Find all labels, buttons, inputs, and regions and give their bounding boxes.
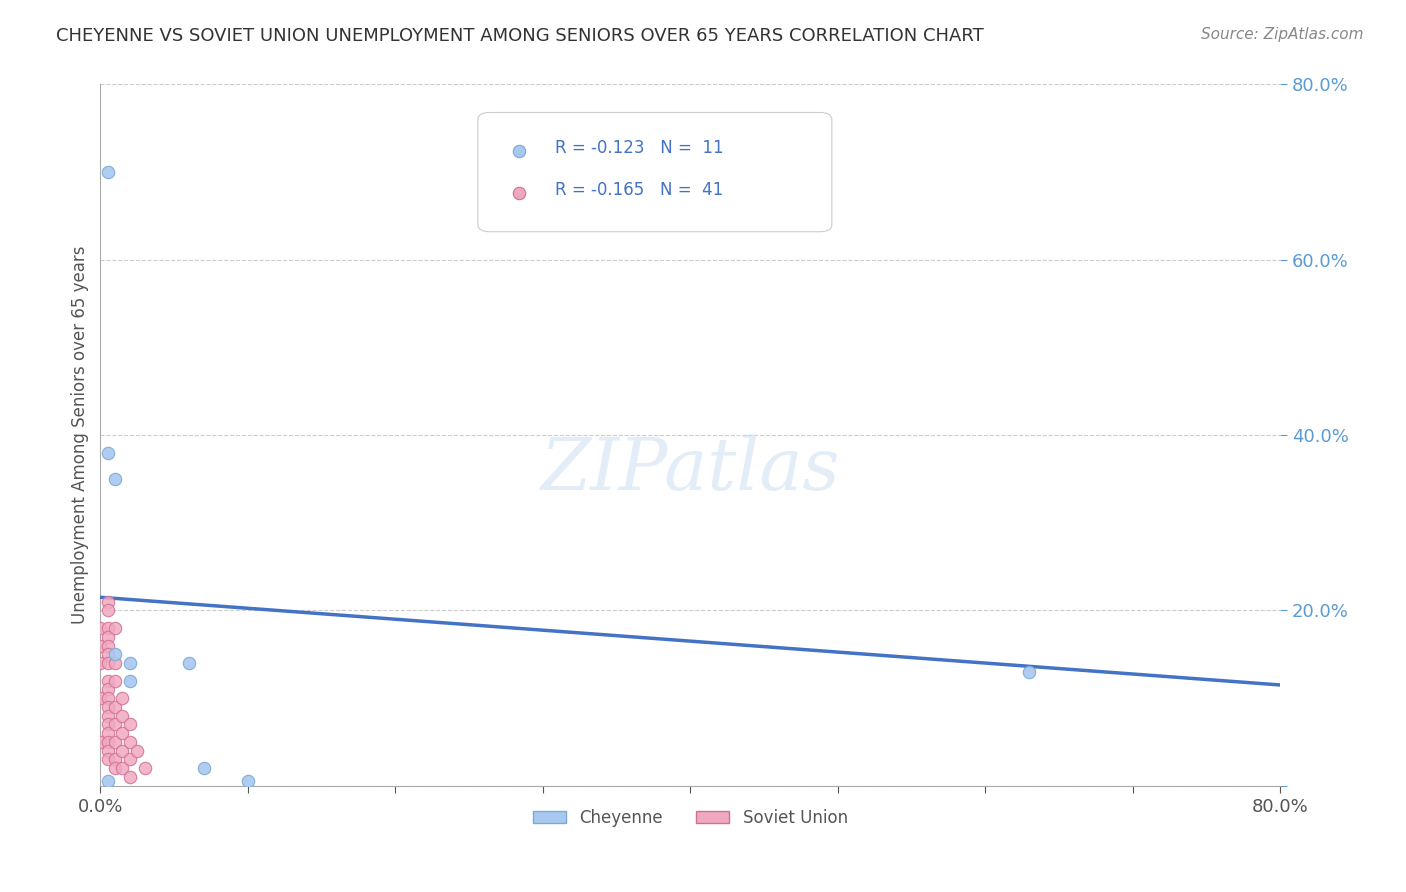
- Point: [97, 774, 120, 789]
- Point: [104, 717, 127, 731]
- Point: [111, 726, 134, 740]
- Point: [111, 744, 134, 758]
- Text: R = -0.123   N =  11: R = -0.123 N = 11: [554, 138, 723, 157]
- Point: [118, 770, 141, 784]
- Point: [97, 165, 120, 179]
- Point: [104, 656, 127, 670]
- Point: [97, 639, 120, 653]
- Point: [97, 673, 120, 688]
- Point: [111, 761, 134, 775]
- Point: [97, 595, 120, 609]
- Text: ZIPatlas: ZIPatlas: [540, 435, 839, 506]
- Point: [177, 656, 200, 670]
- Point: [97, 726, 120, 740]
- Point: [97, 752, 120, 766]
- Point: [104, 621, 127, 635]
- Point: [104, 761, 127, 775]
- Point: [134, 761, 156, 775]
- Point: [104, 648, 127, 662]
- Point: [104, 735, 127, 749]
- Point: [97, 717, 120, 731]
- Point: [118, 717, 141, 731]
- Point: [97, 699, 120, 714]
- Point: [1018, 665, 1040, 679]
- Point: [89, 735, 111, 749]
- Point: [97, 708, 120, 723]
- FancyBboxPatch shape: [478, 112, 832, 232]
- Point: [118, 752, 141, 766]
- Point: [97, 621, 120, 635]
- Point: [111, 691, 134, 706]
- Point: [613, 37, 636, 52]
- Point: [104, 699, 127, 714]
- Point: [89, 691, 111, 706]
- Point: [118, 656, 141, 670]
- Point: [97, 744, 120, 758]
- Point: [236, 774, 259, 789]
- Point: [97, 735, 120, 749]
- Point: [104, 673, 127, 688]
- Text: CHEYENNE VS SOVIET UNION UNEMPLOYMENT AMONG SENIORS OVER 65 YEARS CORRELATION CH: CHEYENNE VS SOVIET UNION UNEMPLOYMENT AM…: [56, 27, 984, 45]
- Point: [97, 682, 120, 697]
- Point: [97, 656, 120, 670]
- Point: [89, 639, 111, 653]
- Point: [193, 761, 215, 775]
- Point: [104, 752, 127, 766]
- Legend: Cheyenne, Soviet Union: Cheyenne, Soviet Union: [526, 802, 855, 833]
- Point: [97, 445, 120, 459]
- Point: [111, 708, 134, 723]
- Point: [97, 648, 120, 662]
- Point: [89, 621, 111, 635]
- Text: Source: ZipAtlas.com: Source: ZipAtlas.com: [1201, 27, 1364, 42]
- Point: [97, 630, 120, 644]
- Point: [89, 656, 111, 670]
- Point: [97, 603, 120, 617]
- Y-axis label: Unemployment Among Seniors over 65 years: Unemployment Among Seniors over 65 years: [72, 246, 89, 624]
- Text: R = -0.165   N =  41: R = -0.165 N = 41: [554, 181, 723, 199]
- Point: [118, 735, 141, 749]
- Point: [118, 673, 141, 688]
- Point: [97, 691, 120, 706]
- Point: [127, 744, 149, 758]
- Point: [104, 472, 127, 486]
